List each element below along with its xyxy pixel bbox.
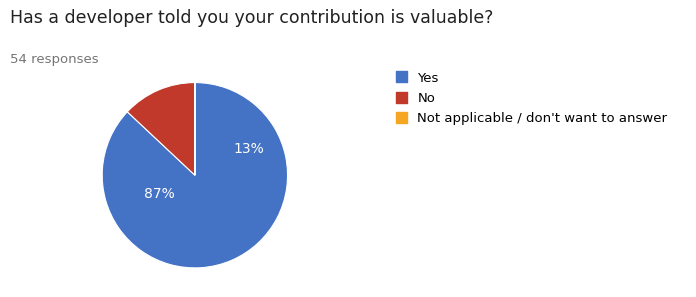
Wedge shape [127, 83, 195, 175]
Text: 13%: 13% [233, 142, 264, 156]
Text: 54 responses: 54 responses [10, 53, 99, 67]
Text: 87%: 87% [144, 187, 175, 201]
Wedge shape [102, 83, 287, 268]
Legend: Yes, No, Not applicable / don't want to answer: Yes, No, Not applicable / don't want to … [396, 72, 667, 125]
Text: Has a developer told you your contribution is valuable?: Has a developer told you your contributi… [10, 9, 494, 27]
